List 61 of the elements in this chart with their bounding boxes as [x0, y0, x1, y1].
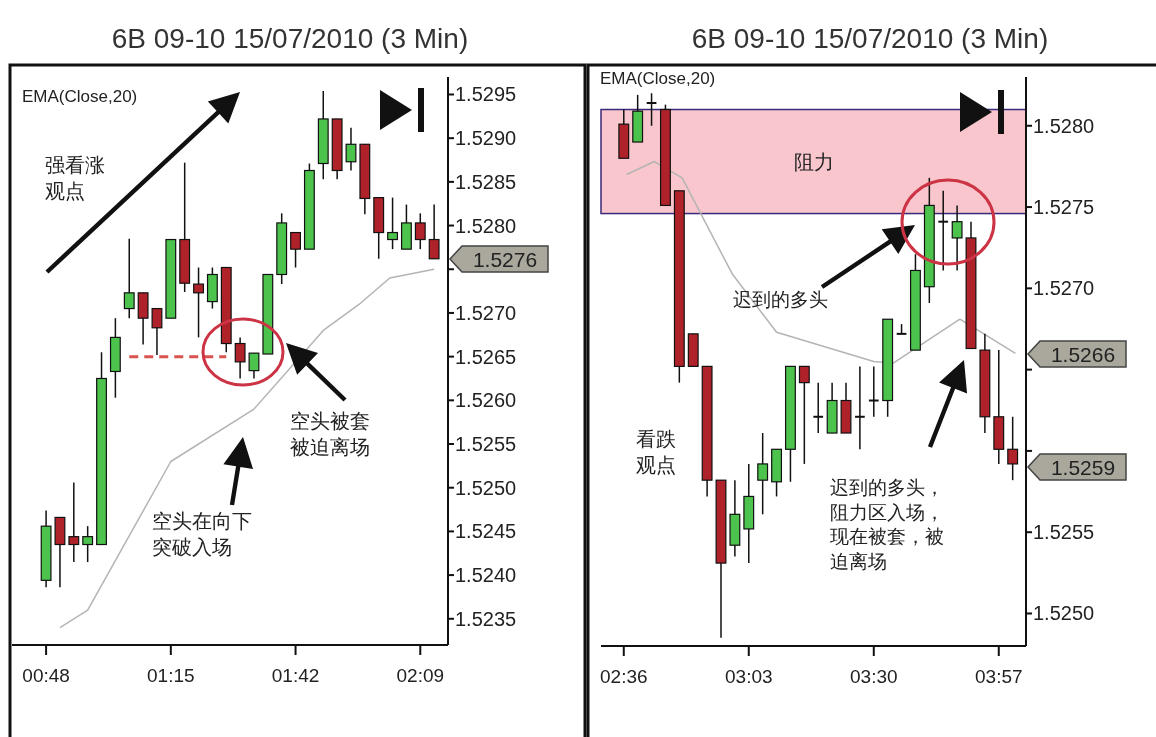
y-tick-label: 1.5235 [455, 607, 517, 630]
annotation: 迟到的多头，阻力区入场，现在被套，被迫离场 [830, 477, 944, 573]
y-tick-label: 1.5270 [455, 301, 517, 324]
y-tick-label: 1.5260 [455, 389, 517, 412]
x-tick-label: 03:30 [850, 666, 898, 687]
candlestick [646, 92, 657, 127]
candlestick [798, 365, 810, 465]
x-tick-label: 01:42 [271, 665, 320, 686]
candlestick [123, 237, 135, 319]
y-tick-label: 1.5290 [455, 127, 517, 150]
candlestick [345, 126, 357, 172]
y-tick-label: 1.5285 [455, 170, 517, 193]
x-tick-label: 02:36 [600, 666, 648, 687]
x-tick-label: 00:48 [22, 665, 70, 686]
y-tick-label: 1.5280 [1033, 114, 1095, 137]
band-label: 阻力 [793, 150, 834, 173]
chart-title: 6B 09-10 15/07/2010 (3 Min) [111, 23, 469, 54]
candlestick [855, 365, 865, 451]
y-tick-label: 1.5250 [1033, 602, 1095, 625]
candlestick [813, 381, 824, 434]
y-tick-label: 1.5295 [455, 83, 517, 106]
y-tick-label: 1.5250 [455, 476, 517, 499]
y-tick-label: 1.5240 [455, 564, 517, 587]
candlestick [151, 307, 163, 356]
candlestick [414, 212, 426, 250]
y-tick-label: 1.5270 [1033, 277, 1095, 300]
y-tick-label: 1.5245 [455, 520, 517, 543]
y-tick-label: 1.5255 [455, 433, 517, 456]
candlestick [387, 196, 399, 250]
x-tick-label: 01:15 [147, 665, 195, 686]
y-tick-label: 1.5280 [455, 214, 517, 237]
candlestick [868, 365, 879, 418]
annotation: 看跌观点 [636, 428, 676, 476]
annotation: 空头被套被迫离场 [290, 410, 370, 458]
y-tick-label: 1.5255 [1033, 521, 1095, 544]
line-series [59, 268, 435, 629]
y-tick-label: 1.5265 [455, 345, 517, 368]
candlestick [193, 266, 204, 339]
text: 1.5276 [472, 248, 538, 271]
candlestick [938, 190, 949, 272]
annotation: 迟到的多头 [733, 289, 828, 310]
x-tick-label: 03:57 [975, 666, 1023, 687]
annotation: EMA(Close,20) [600, 69, 716, 88]
candlestick [1007, 416, 1019, 481]
candlestick [290, 231, 301, 269]
candlestick [82, 525, 94, 563]
x-tick-label: 02:09 [396, 665, 445, 686]
candlestick [757, 432, 769, 516]
text: 1.5259 [1050, 456, 1116, 479]
candlestick [248, 352, 260, 380]
annotation: 空头在向下突破入场 [152, 510, 252, 558]
text: 1.5266 [1050, 343, 1116, 366]
candlestick [428, 203, 440, 260]
x-tick-label: 03:03 [725, 666, 773, 687]
y-tick-label: 1.5275 [1033, 196, 1095, 219]
chart-title: 6B 09-10 15/07/2010 (3 Min) [691, 23, 1049, 54]
annotation: EMA(Close,20) [22, 87, 138, 106]
candlestick [951, 204, 963, 272]
candlestick [234, 336, 246, 380]
candlestick [68, 481, 80, 563]
annotation: 强看涨观点 [45, 154, 105, 202]
